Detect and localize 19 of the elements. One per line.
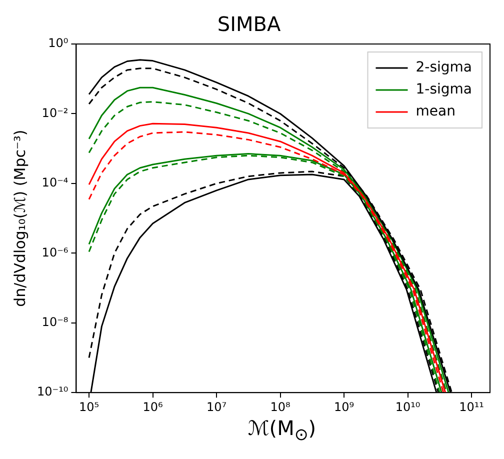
x-tick-label: 10⁷ [206, 400, 227, 414]
x-tick-label: 10¹⁰ [395, 400, 420, 414]
x-tick-label: 10⁹ [334, 400, 354, 414]
legend-label: 2-sigma [416, 60, 472, 76]
y-tick-label: 10⁻⁶ [42, 245, 68, 260]
x-tick-label: 10⁸ [270, 400, 290, 414]
y-tick-label: 10⁻⁸ [42, 315, 68, 330]
y-tick-label: 10⁰ [48, 36, 68, 50]
legend-label: 1-sigma [416, 82, 472, 98]
y-tick-label: 10⁻² [42, 106, 68, 120]
y-tick-label: 10⁻⁴ [42, 176, 68, 190]
x-tick-label: 10⁶ [142, 400, 163, 414]
x-tick-label: 10⁵ [78, 400, 100, 414]
y-axis-title: dn/dVdlog₁₀(ℳ) (Mpc⁻³) [10, 130, 29, 307]
chart-title: SIMBA [217, 12, 281, 36]
y-tick-label: 10⁻¹⁰ [36, 384, 68, 399]
x-tick-label: 10¹¹ [459, 400, 484, 414]
x-axis-title: ℳ(M$_{⊙}$) [246, 416, 318, 444]
legend-label: mean [416, 104, 456, 120]
